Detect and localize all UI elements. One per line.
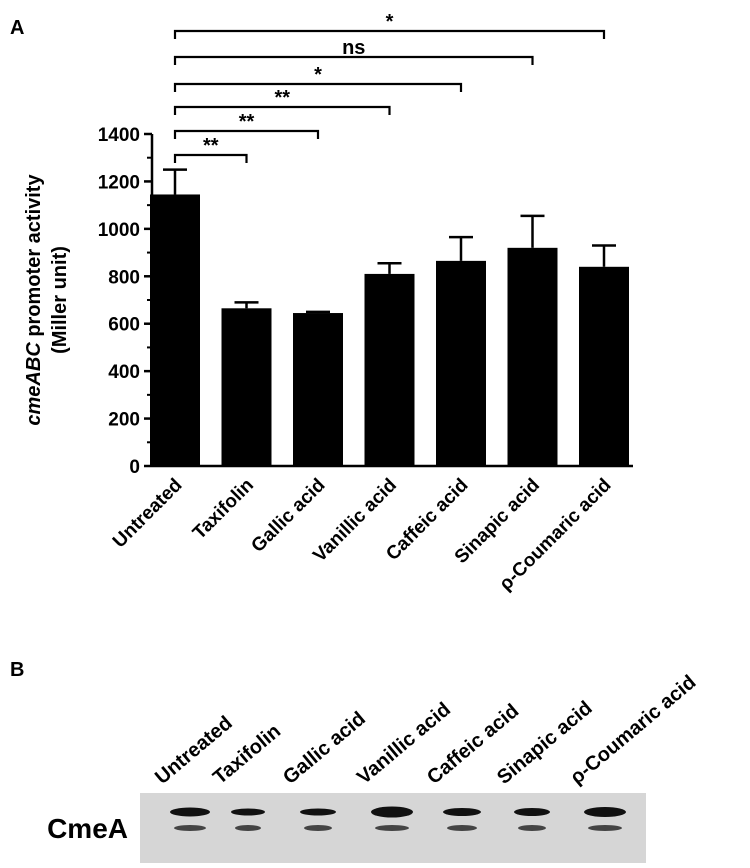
gene-name: cmeABC [23,342,45,426]
bar [364,273,415,466]
blot-band [371,806,413,818]
y-label-unit: (Miller unit) [49,246,71,354]
significance-label: ** [239,111,255,133]
blot-band [584,807,626,817]
significance-label: ** [203,135,219,157]
blot-band-lower [447,825,477,831]
error-bar [449,235,473,261]
significance-bracket [173,29,606,39]
blot-band [300,808,336,816]
y-tick-label: 1200 [98,172,140,193]
significance-bracket [173,129,320,139]
significance-label: * [386,11,394,33]
significance-label: ** [274,87,290,109]
significance-bracket [173,153,248,163]
bar [507,247,558,466]
blot-band [231,808,265,816]
blot-band-lower [588,825,622,831]
blot-band-lower [375,825,409,831]
y-tick-label: 200 [108,410,140,431]
y-label-text: promoter activity [23,174,45,337]
lane-label: ρ-Coumaric acid [566,671,700,789]
y-tick-label: 800 [108,267,140,288]
y-axis-title: cmeABC promoter activity (Miller unit) [23,174,71,426]
blot-band-lower [235,825,261,831]
bar [221,308,272,466]
blot-band [170,807,210,817]
error-bar [234,301,259,309]
error-bar [377,261,402,274]
significance-label: * [314,64,322,86]
y-label-line: cmeABC promoter activity [23,174,45,426]
error-bar [592,244,616,267]
blot-band [443,808,481,816]
blot-band-lower [174,825,206,831]
significance-label: ns [342,37,365,59]
bar [579,266,629,466]
panel-label: A [10,17,24,39]
error-bar [163,168,187,195]
blot-band-lower [304,825,332,831]
y-tick-label: 600 [108,315,140,336]
y-tick-label: 1400 [98,125,140,146]
x-tick-label: Untreated [109,475,187,553]
y-tick-label: 400 [108,362,140,383]
significance-bracket [173,105,391,115]
y-tick-label: 0 [129,457,140,478]
blot-band [514,808,550,816]
bar [150,194,200,466]
protein-label: CmeA [47,813,128,844]
panel-label: B [10,659,24,681]
error-bar [520,214,545,248]
bar [436,260,486,466]
significance-bracket [173,82,463,92]
blot-band-lower [518,825,546,831]
y-tick-label: 1000 [98,220,140,241]
x-tick-label: Taxifolin [189,475,258,544]
significance-bracket [173,55,534,65]
error-bar [306,310,330,314]
bar [293,313,343,466]
